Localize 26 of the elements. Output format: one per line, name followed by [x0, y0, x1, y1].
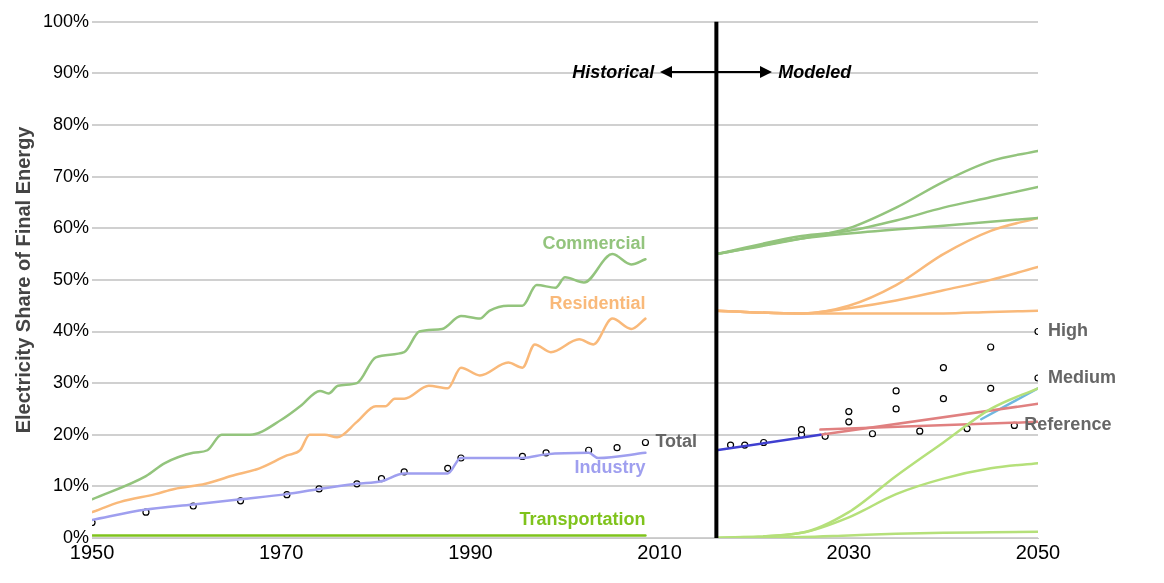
y-tick-label: 30% — [53, 372, 90, 393]
y-tick-label: 60% — [53, 217, 90, 238]
x-tick-label: 1970 — [258, 540, 304, 563]
series-label: Residential — [549, 292, 646, 313]
y-tick-label: 90% — [53, 62, 90, 83]
annotation: Modeled — [778, 60, 852, 84]
y-tick-label: 40% — [53, 320, 90, 341]
x-tick-label: 2030 — [826, 540, 872, 563]
y-tick-label: 50% — [53, 268, 90, 289]
annotation: Historical — [572, 60, 655, 84]
series-label: Reference — [1024, 414, 1112, 435]
series-label: Industry — [574, 456, 646, 477]
series-label: Transportation — [519, 509, 646, 530]
y-tick-label: 70% — [53, 165, 90, 186]
series-label: Commercial — [542, 233, 646, 254]
y-tick-label: 10% — [53, 475, 90, 496]
series-label: Total — [655, 431, 698, 452]
y-tick-label: 80% — [53, 114, 90, 135]
series-label: Medium — [1048, 366, 1117, 387]
x-tick-label: 2050 — [1015, 540, 1061, 563]
x-tick-label: 2010 — [637, 540, 682, 563]
x-tick-label: 1990 — [448, 540, 493, 563]
y-tick-label: 20% — [53, 423, 90, 444]
series-label: High — [1048, 320, 1088, 341]
y-axis-title: Electricity Share of Final Energy — [11, 125, 34, 434]
y-tick-label: 100% — [42, 10, 90, 31]
